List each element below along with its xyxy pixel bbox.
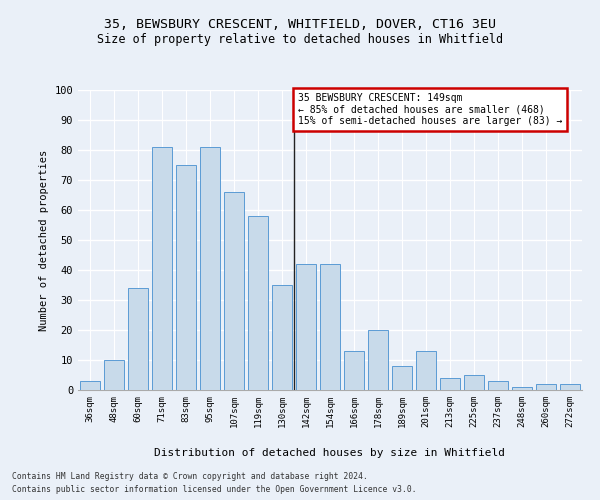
Text: Contains HM Land Registry data © Crown copyright and database right 2024.: Contains HM Land Registry data © Crown c… xyxy=(12,472,368,481)
Bar xyxy=(392,366,412,390)
Text: 35 BEWSBURY CRESCENT: 149sqm
← 85% of detached houses are smaller (468)
15% of s: 35 BEWSBURY CRESCENT: 149sqm ← 85% of de… xyxy=(298,93,562,126)
Y-axis label: Number of detached properties: Number of detached properties xyxy=(39,150,49,330)
Text: Size of property relative to detached houses in Whitfield: Size of property relative to detached ho… xyxy=(97,32,503,46)
Bar xyxy=(272,285,292,390)
Text: Distribution of detached houses by size in Whitfield: Distribution of detached houses by size … xyxy=(155,448,505,458)
Bar xyxy=(488,381,508,390)
Bar xyxy=(560,384,580,390)
Bar xyxy=(224,192,244,390)
Bar xyxy=(296,264,316,390)
Bar xyxy=(440,378,460,390)
Bar xyxy=(368,330,388,390)
Bar xyxy=(536,384,556,390)
Bar xyxy=(512,387,532,390)
Bar xyxy=(320,264,340,390)
Bar xyxy=(344,351,364,390)
Text: 35, BEWSBURY CRESCENT, WHITFIELD, DOVER, CT16 3EU: 35, BEWSBURY CRESCENT, WHITFIELD, DOVER,… xyxy=(104,18,496,30)
Bar xyxy=(128,288,148,390)
Bar xyxy=(464,375,484,390)
Bar xyxy=(200,147,220,390)
Bar xyxy=(152,147,172,390)
Bar xyxy=(80,381,100,390)
Text: Contains public sector information licensed under the Open Government Licence v3: Contains public sector information licen… xyxy=(12,485,416,494)
Bar xyxy=(104,360,124,390)
Bar xyxy=(416,351,436,390)
Bar xyxy=(176,165,196,390)
Bar xyxy=(248,216,268,390)
